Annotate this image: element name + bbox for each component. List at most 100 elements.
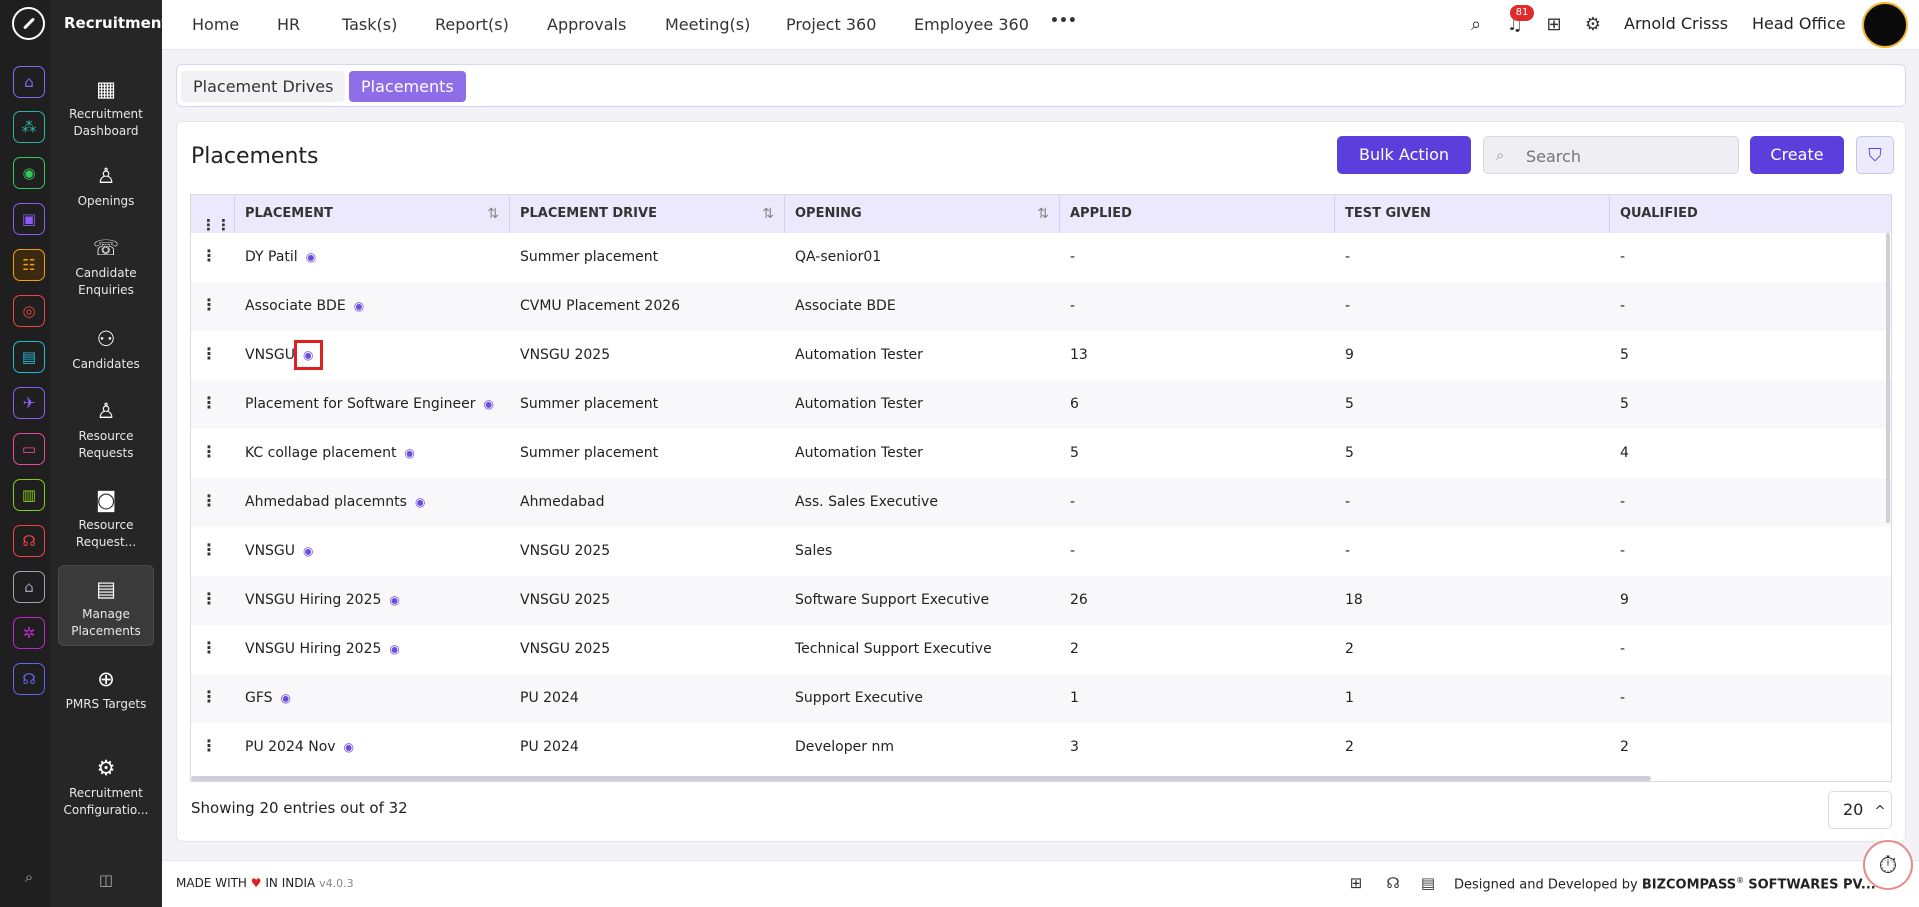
sidebar-item-manage-placements[interactable]: ▤ Manage Placements [58, 565, 154, 646]
column-placement-drive[interactable]: PLACEMENT DRIVE ⇅ [510, 195, 785, 233]
app-logo-icon[interactable] [12, 7, 45, 40]
row-menu-icon[interactable]: ⋮ [201, 540, 217, 559]
table-row[interactable]: ⋮ KC collage placement ◉ Summer placement Au… [191, 429, 1891, 478]
view-eye-icon[interactable]: ◉ [389, 593, 400, 607]
table-row[interactable]: ⋮ VNSGU Hiring 2025 ◉ VNSGU 2025 Software Su… [191, 576, 1891, 625]
org-module-icon[interactable]: ⁂ [13, 111, 45, 143]
tab-placement-drives[interactable]: Placement Drives [181, 71, 346, 102]
bulk-action-button[interactable]: Bulk Action [1337, 136, 1471, 174]
cell-placement-drive: VNSGU 2025 [520, 347, 611, 363]
table-row[interactable]: ⋮ VNSGU Hiring 2025 ◉ VNSGU 2025 Technical S… [191, 625, 1891, 674]
table-row[interactable]: ⋮ DY Patil ◉ Summer placement QA-senior01 - - - [191, 233, 1891, 282]
page-size-select[interactable]: 20 ^ [1828, 791, 1892, 829]
target-module-icon[interactable]: ◎ [13, 295, 45, 327]
cell-test-given: 5 [1345, 445, 1354, 461]
column-settings[interactable]: ⋮⋮ [191, 195, 235, 234]
sidebar-item-pmrs-targets[interactable]: ⊕ PMRS Targets [65, 666, 147, 711]
table-row[interactable]: ⋮ Ahmedabad placemnts ◉ Ahmedabad Ass. Sales… [191, 478, 1891, 527]
recruitment-module-icon[interactable]: ☷ [13, 249, 45, 281]
table-row[interactable]: ⋮ VNSGU ◉ VNSGU 2025 Sales - - - [191, 527, 1891, 576]
home-module-icon[interactable]: ⌂ [13, 66, 45, 98]
view-eye-icon[interactable]: ◉ [293, 340, 323, 370]
table-row[interactable]: ⋮ GFS ◉ PU 2024 Support Executive 1 1 - [191, 674, 1891, 723]
nav-meetings[interactable]: Meeting(s) [665, 15, 751, 34]
sidebar-item-openings[interactable]: ♙ Openings [77, 163, 135, 208]
sidebar-item-recruitment-configuration[interactable]: ⚙ Recruitment Configuratio... [63, 755, 149, 817]
document-module-icon[interactable]: ▥ [13, 479, 45, 511]
settings-module-icon[interactable]: ✲ [13, 617, 45, 649]
table-row[interactable]: ⋮ Associate BDE ◉ CVMU Placement 2026 Associ… [191, 282, 1891, 331]
view-eye-icon[interactable]: ◉ [404, 446, 415, 460]
row-menu-icon[interactable]: ⋮ [201, 589, 217, 608]
sort-icon[interactable]: ⇅ [762, 206, 774, 222]
row-menu-icon[interactable]: ⋮ [201, 393, 217, 412]
avatar[interactable] [1862, 2, 1908, 48]
view-eye-icon[interactable]: ◉ [343, 740, 355, 754]
view-eye-icon[interactable]: ◉ [280, 691, 292, 705]
nav-approvals[interactable]: Approvals [547, 15, 627, 34]
create-button[interactable]: Create [1750, 136, 1844, 174]
row-menu-icon[interactable]: ⋮ [201, 246, 217, 265]
sidebar-item-recruitment-dashboard[interactable]: ▦ Recruitment Dashboard [69, 76, 143, 138]
nav-home[interactable]: Home [192, 15, 240, 34]
column-opening[interactable]: OPENING ⇅ [785, 195, 1060, 233]
row-menu-icon[interactable]: ⋮ [201, 491, 217, 510]
apps-grid-icon[interactable]: ⊞ [1546, 13, 1562, 35]
user-name[interactable]: Arnold Crisss [1624, 14, 1729, 33]
row-menu-icon[interactable]: ⋮ [201, 638, 217, 657]
search-icon[interactable]: ⌕ [1470, 13, 1482, 35]
nav-employee-360[interactable]: Employee 360 [914, 15, 1029, 34]
gear-icon: ⚙ [96, 755, 116, 780]
headset-icon[interactable]: ☊ [1386, 874, 1400, 892]
sidebar-item-resource-request-approvals[interactable]: ◙ Resource Request... [75, 487, 137, 549]
row-menu-icon[interactable]: ⋮ [201, 344, 217, 363]
row-menu-icon[interactable]: ⋮ [201, 295, 217, 314]
column-test-given[interactable]: TEST GIVEN [1335, 195, 1610, 233]
monitor-module-icon[interactable]: ▭ [13, 433, 45, 465]
view-eye-icon[interactable]: ◉ [303, 544, 314, 558]
row-menu-icon[interactable]: ⋮ [201, 442, 217, 461]
filter-icon[interactable]: ⛉ [1856, 136, 1894, 174]
sort-icon[interactable]: ⇅ [487, 206, 499, 222]
column-qualified[interactable]: QUALIFIED [1610, 195, 1891, 233]
sort-icon[interactable]: ⇅ [1037, 206, 1049, 222]
camera-module-icon[interactable]: ◉ [13, 157, 45, 189]
view-eye-icon[interactable]: ◉ [305, 250, 317, 264]
horizontal-scrollbar[interactable] [191, 776, 1651, 781]
branch-name[interactable]: Head Office [1752, 14, 1846, 33]
nav-reports[interactable]: Report(s) [435, 15, 509, 34]
search-input[interactable] [1526, 145, 1726, 167]
fingerprint-module-icon[interactable]: ☊ [13, 663, 45, 695]
column-applied[interactable]: APPLIED [1060, 195, 1335, 233]
table-row[interactable]: ⋮ Placement for Software Engineer ◉ Summer … [191, 380, 1891, 429]
view-eye-icon[interactable]: ◉ [353, 299, 365, 313]
sidebar-item-candidates[interactable]: ⚇ Candidates [72, 326, 140, 371]
plane-module-icon[interactable]: ✈ [13, 387, 45, 419]
view-eye-icon[interactable]: ◉ [389, 642, 400, 656]
nav-tasks[interactable]: Task(s) [342, 15, 398, 34]
nav-more-icon[interactable]: ••• [1050, 13, 1077, 29]
support-module-icon[interactable]: ☊ [13, 525, 45, 557]
row-menu-icon[interactable]: ⋮ [201, 736, 217, 755]
nav-project-360[interactable]: Project 360 [786, 15, 877, 34]
tab-placements[interactable]: Placements [349, 71, 466, 102]
nav-hr[interactable]: HR [277, 15, 301, 34]
building-module-icon[interactable]: ⌂ [13, 571, 45, 603]
table-row[interactable]: ⋮ PU 2024 Nov ◉ PU 2024 Developer nm 3 2 2 [191, 723, 1891, 772]
collapse-sidebar-icon[interactable]: ◫ [98, 871, 114, 889]
gear-icon[interactable]: ⚙ [1584, 13, 1602, 35]
archive-module-icon[interactable]: ▤ [13, 341, 45, 373]
search-icon[interactable]: ⌕ [24, 868, 34, 886]
docs-icon[interactable]: ▤ [1420, 874, 1436, 892]
view-eye-icon[interactable]: ◉ [414, 495, 426, 509]
table-row[interactable]: ⋮ VNSGU ◉ VNSGU 2025 Automation Tester 13 9 5 [191, 331, 1891, 380]
sidebar-item-candidate-enquiries[interactable]: ☏ Candidate Enquiries [75, 235, 137, 297]
sidebar-item-resource-requests[interactable]: ♙ Resource Requests [78, 398, 134, 460]
view-eye-icon[interactable]: ◉ [483, 397, 494, 411]
briefcase-module-icon[interactable]: ▣ [13, 203, 45, 235]
windows-icon[interactable]: ⊞ [1349, 874, 1363, 892]
vertical-scrollbar[interactable] [1886, 233, 1890, 523]
column-placement[interactable]: PLACEMENT ⇅ [235, 195, 510, 233]
row-menu-icon[interactable]: ⋮ [201, 687, 217, 706]
timer-icon[interactable]: ⏱ [1863, 840, 1913, 890]
